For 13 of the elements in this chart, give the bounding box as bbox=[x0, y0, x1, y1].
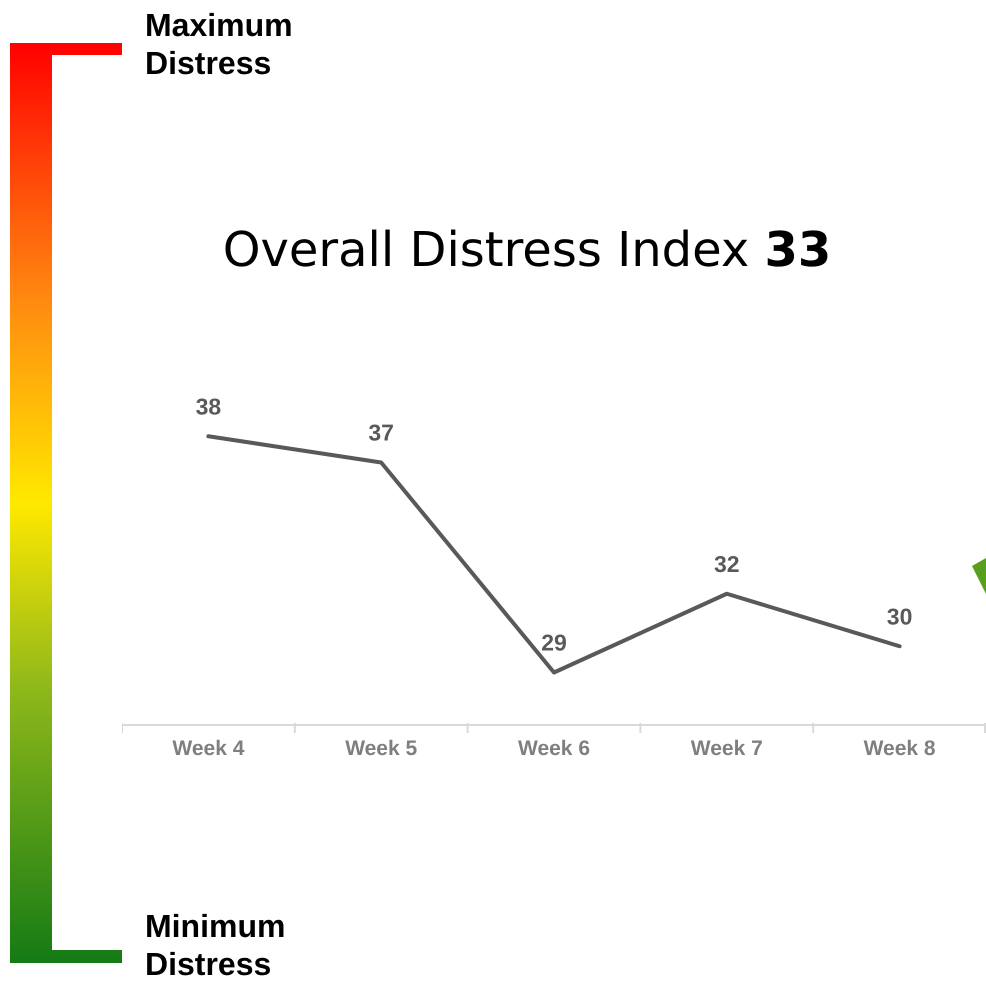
x-tick-label: Week 5 bbox=[345, 737, 418, 760]
data-label: 29 bbox=[541, 630, 567, 656]
data-label: 38 bbox=[196, 393, 222, 420]
chart-title: Overall Distress Index 33 bbox=[222, 222, 832, 278]
x-tick-label: Week 4 bbox=[172, 737, 245, 760]
data-label: 37 bbox=[368, 420, 394, 446]
text: Maximum Distress bbox=[145, 6, 294, 82]
x-tick-label: Week 6 bbox=[518, 737, 590, 760]
x-tick-label: Week 7 bbox=[690, 737, 763, 760]
data-label: 32 bbox=[714, 550, 740, 577]
x-tick-label: Week 8 bbox=[864, 737, 936, 760]
data-label: 30 bbox=[886, 603, 912, 630]
text: Minimum Distress bbox=[145, 907, 286, 983]
